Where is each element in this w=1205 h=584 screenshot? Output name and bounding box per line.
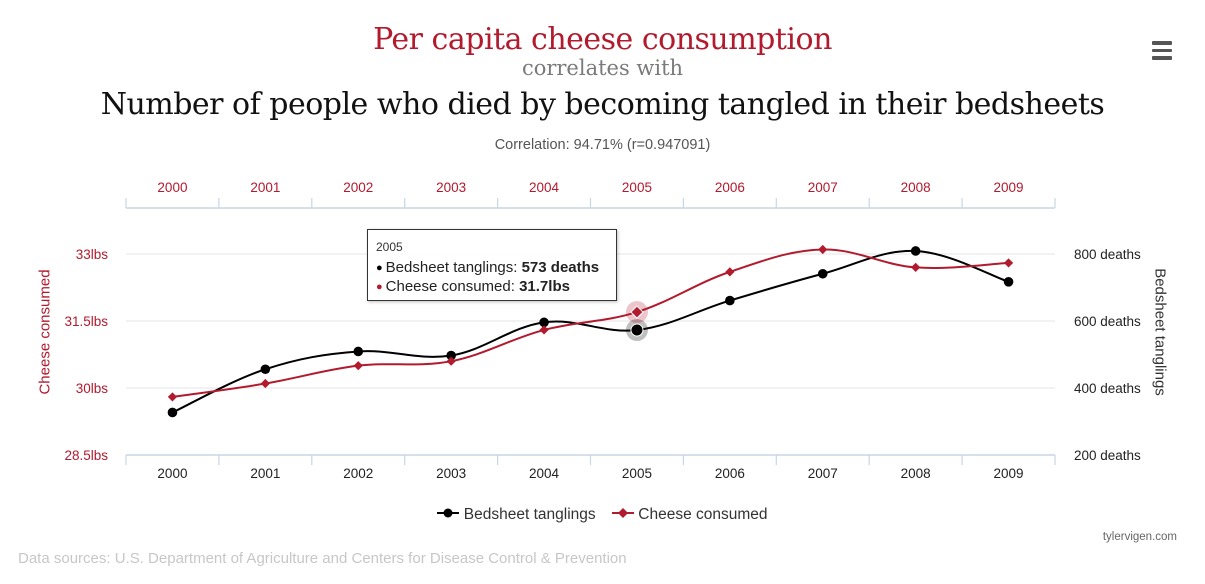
marker-layer — [167, 244, 1014, 418]
x-tick-label-bottom: 2005 — [622, 466, 652, 481]
x-tick-label-top: 2000 — [157, 180, 187, 195]
data-point-bedsheet — [725, 295, 735, 306]
data-point-cheese — [911, 262, 921, 272]
y-right-tick-label: 200 deaths — [1074, 448, 1141, 463]
x-tick-label-top: 2008 — [901, 180, 931, 195]
diamond-marker-icon — [611, 507, 634, 518]
data-point-bedsheet — [539, 317, 549, 328]
data-point-bedsheet — [167, 407, 178, 418]
y-axis-left-label: Cheese consumed — [36, 269, 54, 395]
x-tick-label-bottom: 2008 — [901, 466, 931, 481]
data-point-cheese — [818, 244, 828, 255]
y-left-tick-label: 33lbs — [76, 247, 109, 262]
data-point-bedsheet — [1003, 277, 1014, 287]
data-point-bedsheet — [260, 364, 271, 375]
hamburger-menu-icon[interactable] — [1150, 38, 1176, 60]
legend-label-cheese: Cheese consumed — [638, 506, 768, 523]
chart-title-primary: Per capita cheese consumption — [373, 22, 832, 57]
data-point-cheese — [353, 361, 363, 371]
x-tick-label-top: 2004 — [529, 180, 560, 195]
tooltip-row-bedsheet-value: 573 deaths — [521, 259, 600, 276]
y-right-tick-label: 400 deaths — [1074, 381, 1141, 396]
data-source-note: Data sources: U.S. Department of Agricul… — [18, 550, 627, 567]
x-tick-label-top: 2007 — [808, 180, 838, 195]
data-point-bedsheet — [630, 323, 644, 337]
data-point-bedsheet — [353, 346, 364, 357]
legend-label-bedsheet: Bedsheet tanglings — [463, 506, 596, 523]
tooltip-row-cheese-value: 31.7lbs — [519, 278, 570, 295]
y-axis-right-label: Bedsheet tanglings — [1151, 268, 1169, 396]
x-tick-label-bottom: 2009 — [994, 466, 1024, 481]
x-tick-label-top: 2009 — [994, 180, 1024, 195]
y-right-tick-label: 600 deaths — [1074, 314, 1141, 329]
tooltip-year: 2005 — [376, 240, 403, 254]
correlation-subtitle: Correlation: 94.71% (r=0.947091) — [494, 137, 711, 153]
x-tick-label-bottom: 2004 — [529, 466, 560, 481]
y-left-tick-label: 28.5lbs — [64, 448, 108, 463]
tooltip-row-cheese-label: Cheese consumed: — [385, 278, 520, 295]
series-line-bedsheet — [172, 249, 1009, 414]
series-layer — [172, 248, 1009, 414]
y-left-tick-label: 31.5lbs — [64, 314, 108, 329]
x-tick-label-bottom: 2006 — [715, 466, 745, 481]
x-tick-label-top: 2005 — [622, 180, 652, 195]
axis-layer: 28.5lbs 30lbs 31.5lbs 33lbs 200 deaths 400 de… — [64, 180, 1141, 481]
credit-link[interactable]: tylervigen.com — [1102, 531, 1177, 543]
data-point-bedsheet — [817, 268, 828, 279]
x-tick-label-bottom: 2002 — [343, 466, 373, 481]
black-dot-icon: ● — [376, 262, 383, 274]
data-point-cheese — [539, 325, 549, 335]
x-tick-label-bottom: 2000 — [157, 466, 187, 481]
circle-marker-icon — [437, 508, 460, 518]
data-point-cheese — [446, 356, 456, 366]
x-tick-label-bottom: 2003 — [436, 466, 466, 481]
data-point-bedsheet — [910, 246, 921, 256]
x-tick-label-top: 2003 — [436, 180, 466, 195]
chart-title-secondary: Number of people who died by becoming ta… — [100, 87, 1105, 122]
x-tick-label-bottom: 2007 — [808, 466, 838, 481]
x-tick-label-top: 2002 — [343, 180, 373, 195]
chart-title-connector: correlates with — [521, 56, 684, 80]
y-right-tick-label: 800 deaths — [1074, 247, 1141, 262]
x-tick-label-bottom: 2001 — [250, 466, 280, 481]
tooltip-row-cheese: ● Cheese consumed: 31.7lbs — [376, 278, 570, 295]
data-point-cheese — [630, 305, 644, 319]
data-point-cheese — [1003, 258, 1014, 268]
data-point-cheese — [725, 267, 735, 277]
series-line-cheese — [172, 248, 1009, 398]
legend-item-cheese[interactable]: Cheese consumed — [611, 506, 768, 524]
data-point-cheese — [167, 392, 178, 402]
data-point-bedsheet — [446, 350, 456, 361]
tooltip-row-bedsheet: ● Bedsheet tanglings: 573 deaths — [376, 259, 599, 276]
x-tick-label-top: 2001 — [250, 180, 280, 195]
chart-legend: Bedsheet tanglings Cheese consumed — [0, 506, 1205, 524]
hover-tooltip: 2005 ● Bedsheet tanglings: 573 deaths ● Ch… — [367, 229, 617, 301]
y-left-tick-label: 30lbs — [76, 381, 109, 396]
legend-item-bedsheet[interactable]: Bedsheet tanglings — [437, 506, 596, 524]
red-dot-icon: ● — [376, 281, 383, 293]
data-point-cheese — [260, 378, 270, 389]
x-tick-label-top: 2006 — [715, 180, 745, 195]
tooltip-row-bedsheet-label: Bedsheet tanglings: — [385, 259, 522, 276]
